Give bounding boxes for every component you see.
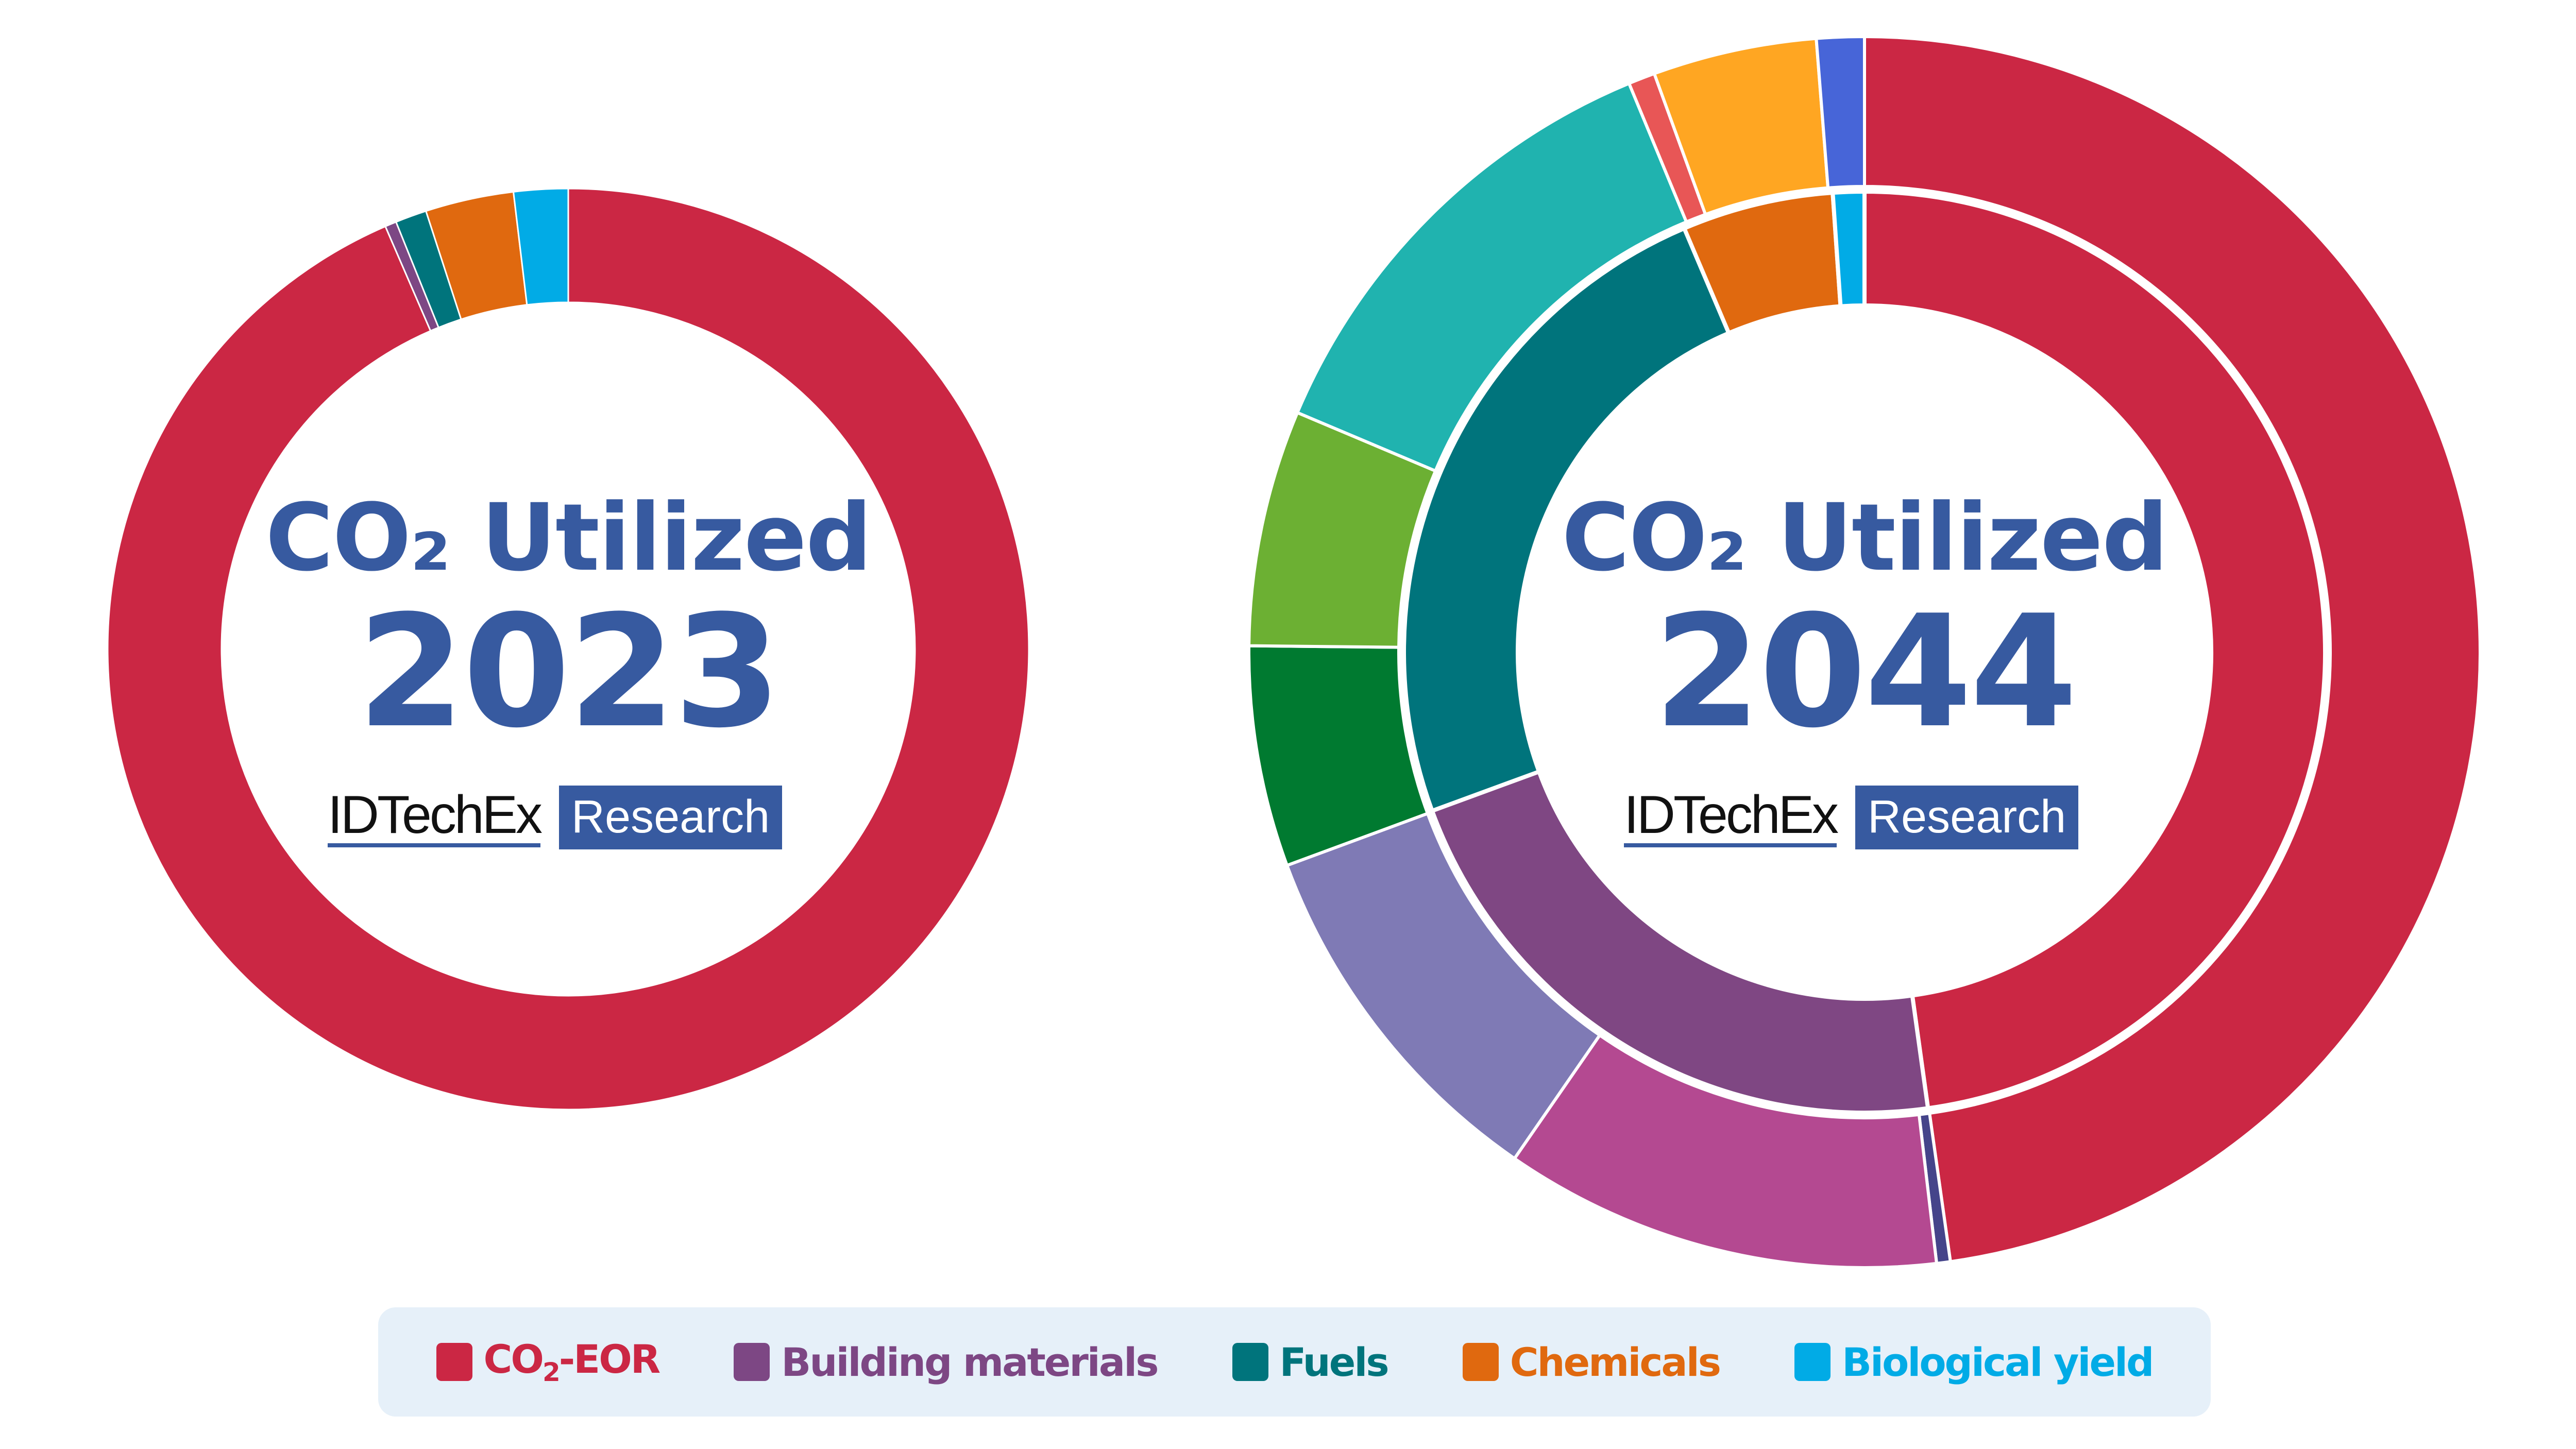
- chart-title: CO₂ Utilized: [1562, 484, 2168, 592]
- chart-year: 2044: [1653, 582, 2078, 762]
- slice-co-eor: [1863, 35, 2482, 1264]
- slice-co-eor: [1862, 189, 2327, 1111]
- logo-brand: IDTechEx: [328, 787, 543, 848]
- legend-item-fuels: Fuels: [1232, 1339, 1389, 1385]
- slice-fuels: [1402, 226, 1732, 814]
- legend-label: CO2-EOR: [483, 1336, 661, 1388]
- logo-brand: IDTechEx: [1624, 787, 1839, 848]
- legend-item-co2-eor: CO2-EOR: [436, 1336, 661, 1388]
- legend-swatch: [1794, 1343, 1831, 1381]
- legend-label: Chemicals: [1510, 1339, 1721, 1385]
- center-label-2023: CO₂ Utilized 2023: [233, 492, 903, 749]
- legend-label: Building materials: [781, 1339, 1159, 1385]
- slice-biological-yield: [1815, 35, 1866, 190]
- slice-building-materials: [1429, 769, 1930, 1115]
- slice-biological-yield: [512, 187, 569, 306]
- legend-swatch: [734, 1343, 770, 1381]
- slice-co-eor: [107, 187, 1030, 1111]
- legend-item-biological-yield: Biological yield: [1794, 1339, 2154, 1385]
- logo-tag: Research: [559, 786, 783, 849]
- logo-tag: Research: [1855, 786, 2079, 849]
- legend-swatch: [1232, 1343, 1268, 1381]
- legend-swatch: [436, 1343, 472, 1381]
- donut-2044-outer-ring: [1247, 35, 2482, 1269]
- legend-label: Fuels: [1279, 1339, 1389, 1385]
- center-label-2044: CO₂ Utilized 2044: [1530, 492, 2199, 749]
- chart-title: CO₂ Utilized: [265, 484, 872, 592]
- idtechex-logo: IDTechEx Research: [1624, 786, 2079, 849]
- chart-year: 2023: [357, 582, 782, 762]
- slice-biological-yield: [1830, 189, 1867, 309]
- donut-2044-inner-ring: [1402, 189, 2327, 1115]
- idtechex-logo: IDTechEx Research: [328, 786, 783, 849]
- legend-item-chemicals: Chemicals: [1462, 1339, 1721, 1385]
- donut-2023: [107, 187, 1030, 1111]
- legend-swatch: [1462, 1343, 1499, 1381]
- legend: CO2-EOR Building materials Fuels Chemica…: [378, 1307, 2211, 1417]
- legend-item-building-materials: Building materials: [734, 1339, 1159, 1385]
- legend-label: Biological yield: [1842, 1339, 2154, 1385]
